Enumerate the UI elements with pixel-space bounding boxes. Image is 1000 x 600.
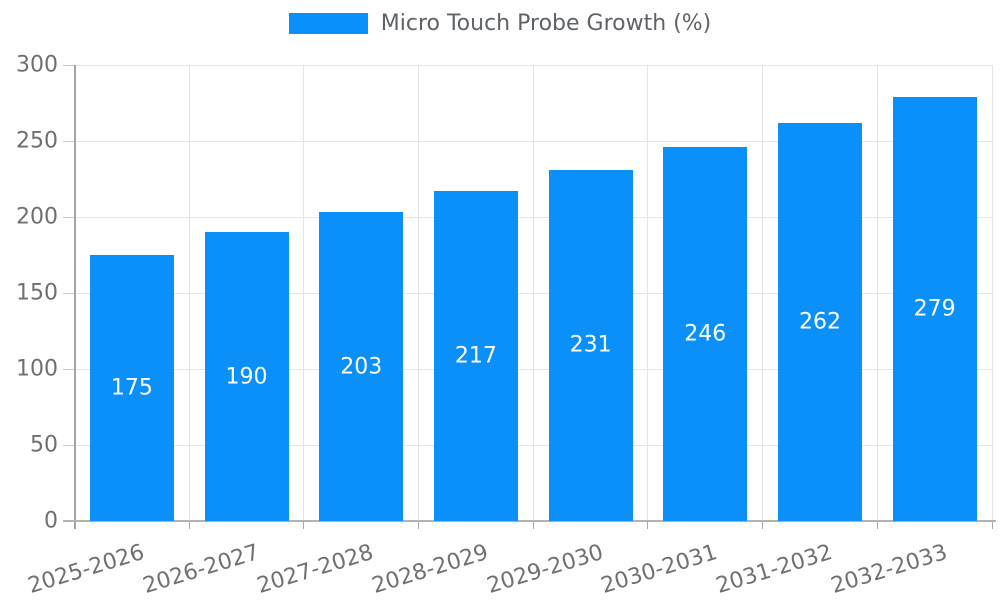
x-gridline (647, 65, 649, 521)
bar[interactable] (777, 122, 862, 521)
y-axis-tick-label: 0 (44, 508, 58, 534)
x-axis-tick (303, 521, 305, 529)
bar[interactable] (663, 147, 748, 521)
y-axis-tick (62, 216, 75, 218)
bar-value-label: 175 (110, 375, 153, 401)
x-gridline (532, 65, 534, 521)
bar[interactable] (204, 232, 289, 521)
bar[interactable] (89, 255, 174, 521)
y-axis-tick-label: 100 (16, 356, 58, 382)
y-axis-tick (62, 292, 75, 294)
x-axis-tick (876, 521, 878, 529)
bar[interactable] (319, 212, 404, 521)
bar-value-label: 262 (798, 309, 841, 335)
x-axis-tick (762, 521, 764, 529)
y-axis-line (73, 65, 76, 529)
x-axis-tick (418, 521, 420, 529)
bar-value-label: 203 (340, 354, 383, 380)
bar[interactable] (548, 169, 633, 521)
bar-value-label: 279 (913, 296, 956, 322)
legend[interactable]: Micro Touch Probe Growth (%) (0, 11, 1000, 36)
y-axis-tick-label: 250 (16, 128, 58, 154)
x-axis-category-label: 2025-2026 (25, 540, 148, 599)
bar-value-label: 217 (454, 343, 497, 369)
y-axis-tick (62, 140, 75, 142)
x-axis-category-label: 2030-2031 (598, 540, 721, 599)
x-axis-category-label: 2029-2030 (483, 540, 606, 599)
x-axis-category-label: 2027-2028 (254, 540, 377, 599)
y-axis-tick (62, 444, 75, 446)
y-axis-tick-label: 200 (16, 204, 58, 230)
legend-label: Micro Touch Probe Growth (%) (380, 11, 712, 36)
x-gridline (303, 65, 305, 521)
y-axis-tick-label: 50 (30, 432, 58, 458)
y-axis-tick-label: 300 (16, 52, 58, 78)
y-axis-tick-label: 150 (16, 280, 58, 306)
x-axis-tick (188, 521, 190, 529)
x-axis-tick (647, 521, 649, 529)
x-gridline (418, 65, 420, 521)
bar-value-label: 246 (684, 321, 727, 347)
bar[interactable] (433, 191, 518, 521)
bar-value-label: 231 (569, 332, 612, 358)
bar-value-label: 190 (225, 364, 268, 390)
x-axis-line (62, 520, 996, 522)
bar[interactable] (892, 96, 977, 521)
x-gridline (188, 65, 190, 521)
x-axis-category-label: 2032-2033 (827, 540, 950, 599)
x-gridline (876, 65, 878, 521)
x-gridline (991, 65, 993, 521)
x-gridline (762, 65, 764, 521)
y-axis-tick (62, 64, 75, 66)
legend-swatch-icon (288, 13, 368, 34)
y-axis-tick (62, 368, 75, 370)
x-axis-tick (532, 521, 534, 529)
x-axis-category-label: 2026-2027 (139, 540, 262, 599)
x-axis-tick (991, 521, 993, 529)
x-axis-category-label: 2031-2032 (713, 540, 836, 599)
x-axis-category-label: 2028-2029 (369, 540, 492, 599)
